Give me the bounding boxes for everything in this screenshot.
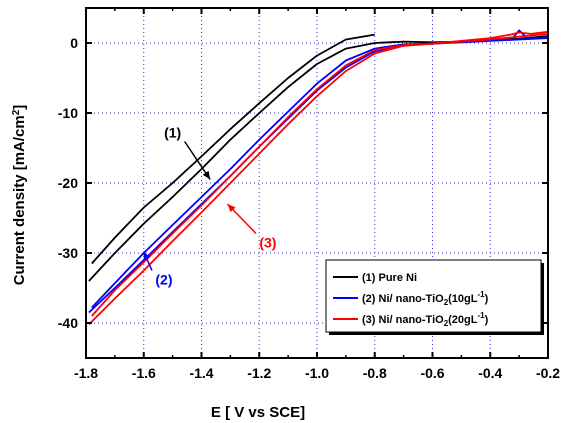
x-tick-label: -1.2: [247, 365, 271, 381]
y-tick-label: 0: [70, 35, 78, 51]
y-tick-label: -30: [58, 245, 78, 261]
annotation-label-3: (3): [259, 234, 276, 250]
y-axis-title: Current density [mA/cm2]: [11, 105, 28, 286]
x-tick-label: -0.6: [420, 365, 444, 381]
annotation-label-1: (1): [164, 125, 181, 141]
x-axis-title: E [ V vs SCE]: [211, 404, 305, 421]
axes: -1.8 -1.6 -1.4 -1.2 -1.0 -0.8 -0.6 -0.4 -0.2 0 -10…: [58, 8, 560, 381]
legend-label-tio2-10: (2) Ni/ nano-TiO2(10gL-1): [362, 290, 489, 307]
annotations: (1) (2) (3): [143, 125, 276, 288]
y-tick-label: -40: [58, 315, 78, 331]
series-line-2-reverse: [88, 37, 549, 314]
x-tick-label: -0.4: [478, 365, 502, 381]
x-tick-label: -1.6: [132, 365, 156, 381]
legend: (1) Pure Ni (2) Ni/ nano-TiO2(10gL-1) (3…: [325, 259, 544, 335]
series-line-3-forward: [91, 30, 549, 317]
series-layer: [88, 29, 549, 326]
y-tick-label: -10: [58, 105, 78, 121]
x-tick-label: -1.4: [189, 365, 213, 381]
x-tick-label: -1.0: [305, 365, 329, 381]
annotation-arrow-head-2: [143, 251, 151, 261]
legend-label-tio2-20: (3) Ni/ nano-TiO2(20gL-1): [362, 311, 489, 328]
x-tick-label: -1.8: [74, 365, 98, 381]
series-line-3-reverse: [88, 33, 549, 326]
legend-box: [325, 259, 542, 333]
series-line-1-reverse: [88, 35, 549, 282]
y-tick-label: -20: [58, 175, 78, 191]
series-line-1-forward: [91, 33, 375, 265]
x-tick-label: -0.8: [363, 365, 387, 381]
annotation-arrow-head-3: [227, 204, 236, 213]
annotation-arrow-head-1: [202, 170, 211, 180]
x-tick-label: -0.2: [536, 365, 560, 381]
legend-label-pure-ni: (1) Pure Ni: [362, 272, 417, 284]
annotation-label-2: (2): [155, 272, 172, 288]
